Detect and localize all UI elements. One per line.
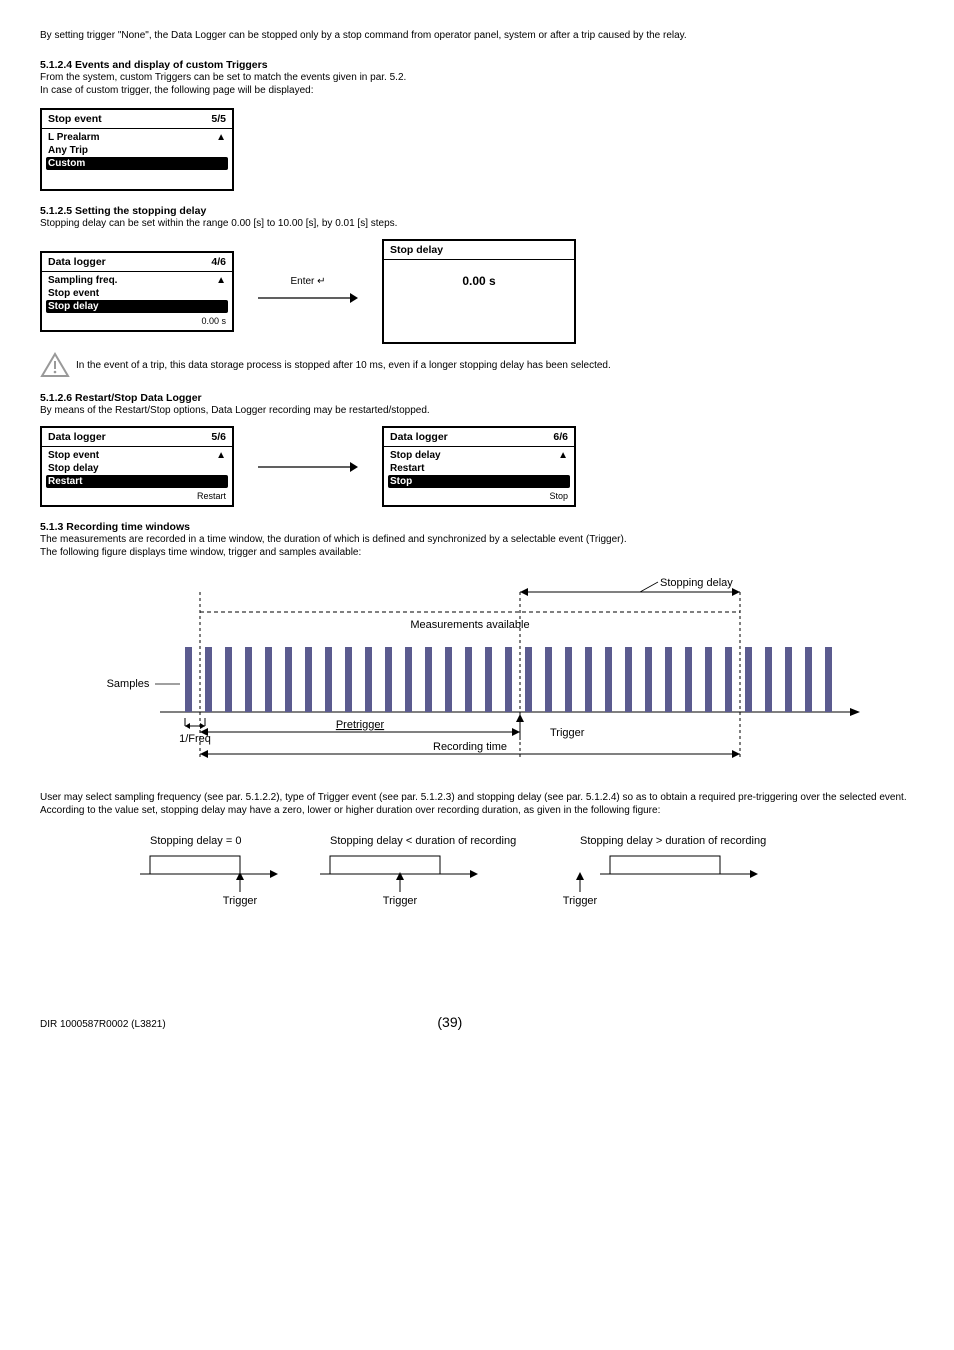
menu-page-indicator: 5/6 [211, 431, 226, 443]
menu-title-label: Data logger [48, 256, 106, 268]
menu-item-stop-delay[interactable]: Stop delay ▲ [388, 449, 570, 462]
para-513-2: The following figure displays time windo… [40, 547, 914, 558]
up-arrow-icon: ▲ [216, 275, 226, 286]
menu-item-stop-event[interactable]: Stop event [46, 287, 228, 300]
para-513-1: The measurements are recorded in a time … [40, 534, 914, 545]
warning-text: In the event of a trip, this data storag… [76, 360, 611, 371]
menu-item-stop[interactable]: Stop [388, 475, 570, 488]
svg-text:Trigger: Trigger [383, 895, 418, 907]
svg-text:Samples: Samples [107, 678, 150, 690]
para-5126-1: By means of the Restart/Stop options, Da… [40, 405, 914, 416]
menu-item-custom[interactable]: Custom [46, 157, 228, 170]
svg-text:Trigger: Trigger [223, 895, 258, 907]
up-arrow-icon: ▲ [216, 450, 226, 461]
heading-5125: 5.1.2.5 Setting the stopping delay [40, 205, 914, 217]
svg-text:Stopping delay > duration of r: Stopping delay > duration of recording [580, 835, 766, 847]
svg-text:Pretrigger: Pretrigger [336, 719, 385, 731]
menu-data-logger-4-6: Data logger 4/6 Sampling freq. ▲ Stop ev… [40, 251, 234, 332]
para-5124-1: From the system, custom Triggers can be … [40, 72, 914, 83]
svg-text:Trigger: Trigger [563, 895, 598, 907]
menu-item-label: Restart [390, 463, 424, 474]
heading-5124: 5.1.2.4 Events and display of custom Tri… [40, 59, 914, 71]
para-513-after1: User may select sampling frequency (see … [40, 792, 914, 803]
up-arrow-icon: ▲ [216, 132, 226, 143]
menu-page-indicator: 4/6 [211, 256, 226, 268]
up-arrow-icon: ▲ [558, 450, 568, 461]
menu-stop-event: Stop event 5/5 L Prealarm ▲ Any Trip Cus… [40, 108, 234, 191]
menu-item-label: Any Trip [48, 145, 88, 156]
heading-513: 5.1.3 Recording time windows [40, 521, 914, 533]
menu-data-logger-5-6: Data logger 5/6 Stop event ▲ Stop delay … [40, 426, 234, 507]
menu-item-label: Sampling freq. [48, 275, 117, 286]
menu-footer-value: Restart [42, 489, 232, 505]
svg-text:Stopping delay = 0: Stopping delay = 0 [150, 835, 241, 847]
menu-title-label: Data logger [390, 431, 448, 443]
menu-item-any-trip[interactable]: Any Trip [46, 144, 228, 157]
menu-item-restart[interactable]: Restart [388, 462, 570, 475]
svg-text:Measurements available: Measurements available [410, 619, 529, 631]
value-box-value: 0.00 s [384, 260, 574, 342]
menu-item-restart[interactable]: Restart [46, 475, 228, 488]
menu-item-label: Stop event [48, 450, 99, 461]
menu-item-label: Stop delay [390, 450, 441, 461]
timing-diagram: Stopping delay Measurements available Samp… [100, 572, 914, 782]
doc-id: DIR 1000587R0002 (L3821) [40, 1019, 166, 1030]
value-box-stop-delay: Stop delay 0.00 s [382, 239, 576, 344]
menu-item-label: Stop delay [48, 463, 99, 474]
arrow-right-icon [258, 289, 358, 307]
para-5125-1: Stopping delay can be set within the ran… [40, 218, 914, 229]
para-513-after2: According to the value set, stopping del… [40, 805, 914, 816]
menu-data-logger-6-6: Data logger 6/6 Stop delay ▲ Restart Sto… [382, 426, 576, 507]
menu-item-label: L Prealarm [48, 132, 100, 143]
menu-item-label: Stop delay [48, 301, 99, 312]
menu-item-sampling-freq[interactable]: Sampling freq. ▲ [46, 274, 228, 287]
svg-text:Trigger: Trigger [550, 727, 585, 739]
menu-page-indicator: 5/5 [211, 113, 226, 125]
value-box-title: Stop delay [384, 241, 574, 260]
menu-item-label: Custom [48, 158, 85, 169]
menu-footer-value: Stop [384, 489, 574, 505]
arrow-right-icon [258, 458, 358, 476]
cases-diagram: Stopping delay = 0 Trigger Stopping delay … [130, 834, 914, 919]
enter-label: Enter ↵ [258, 276, 358, 287]
intro-text: By setting trigger "None", the Data Logg… [40, 30, 914, 41]
page-number: (39) [166, 1014, 734, 1030]
menu-title-label: Data logger [48, 431, 106, 443]
menu-item-l-prealarm[interactable]: L Prealarm ▲ [46, 131, 228, 144]
menu-page-indicator: 6/6 [553, 431, 568, 443]
menu-item-stop-delay[interactable]: Stop delay [46, 462, 228, 475]
menu-item-label: Stop event [48, 288, 99, 299]
para-5124-2: In case of custom trigger, the following… [40, 85, 914, 96]
menu-item-label: Stop [390, 476, 412, 487]
svg-text:Stopping delay < duration of r: Stopping delay < duration of recording [330, 835, 516, 847]
menu-title-label: Stop event [48, 113, 102, 125]
enter-arrow-group: Enter ↵ [258, 276, 358, 307]
menu-footer-value: 0.00 s [42, 314, 232, 330]
heading-5126: 5.1.2.6 Restart/Stop Data Logger [40, 392, 914, 404]
svg-text:Recording time: Recording time [433, 741, 507, 753]
warning-icon [40, 352, 70, 378]
menu-item-stop-event[interactable]: Stop event ▲ [46, 449, 228, 462]
menu-item-stop-delay[interactable]: Stop delay [46, 300, 228, 313]
menu-item-label: Restart [48, 476, 82, 487]
svg-text:Stopping delay: Stopping delay [660, 577, 733, 589]
